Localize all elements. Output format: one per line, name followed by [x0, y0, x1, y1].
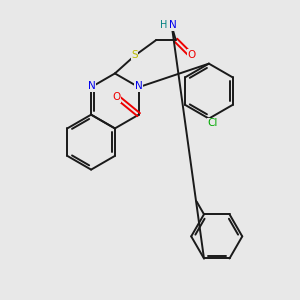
- Text: N: N: [169, 20, 177, 30]
- Text: N: N: [135, 81, 142, 91]
- Text: O: O: [187, 50, 196, 60]
- Text: Cl: Cl: [208, 118, 218, 128]
- Text: O: O: [112, 92, 120, 102]
- Text: S: S: [131, 50, 138, 60]
- Text: H: H: [160, 20, 167, 30]
- Text: N: N: [88, 81, 96, 91]
